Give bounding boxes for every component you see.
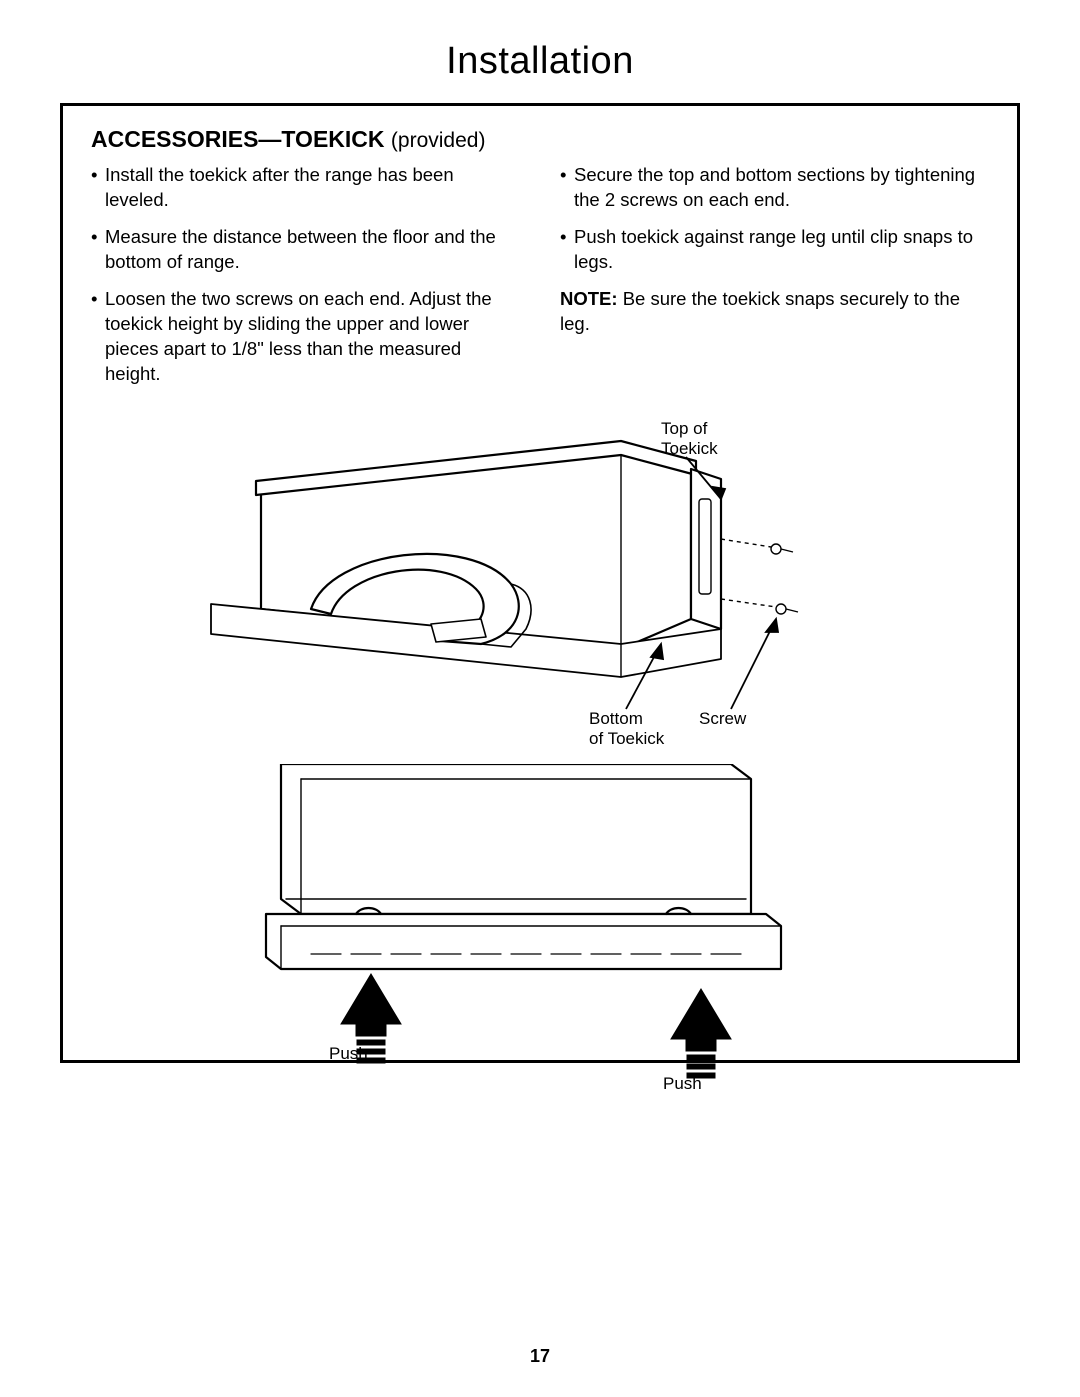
diagram-area: Top of Toekick Bottom of Toekick Screw (91, 409, 989, 1099)
content-box: ACCESSORIES—TOEKICK (provided) Install t… (60, 103, 1020, 1063)
bullet-item: Measure the distance between the floor a… (91, 225, 520, 275)
label-bottom-toekick: Bottom of Toekick (589, 709, 664, 750)
section-heading: ACCESSORIES—TOEKICK (provided) (91, 126, 989, 153)
note-line: NOTE: Be sure the toekick snaps securely… (560, 287, 989, 337)
heading-bold: ACCESSORIES—TOEKICK (91, 126, 385, 152)
right-column: Secure the top and bottom sections by ti… (560, 163, 989, 399)
note-label: NOTE: (560, 288, 618, 309)
bullet-item: Loosen the two screws on each end. Adjus… (91, 287, 520, 387)
bullet-item: Secure the top and bottom sections by ti… (560, 163, 989, 213)
page-title: Installation (60, 40, 1020, 83)
heading-light: (provided) (391, 129, 486, 152)
note-text: Be sure the toekick snaps securely to th… (560, 288, 960, 334)
page-number: 17 (0, 1346, 1080, 1367)
label-push-right: Push (663, 1074, 702, 1094)
label-top-toekick: Top of Toekick (661, 419, 718, 460)
instruction-columns: Install the toekick after the range has … (91, 163, 989, 399)
right-bullets: Secure the top and bottom sections by ti… (560, 163, 989, 275)
left-column: Install the toekick after the range has … (91, 163, 520, 399)
bullet-item: Install the toekick after the range has … (91, 163, 520, 213)
label-screw: Screw (699, 709, 746, 729)
left-bullets: Install the toekick after the range has … (91, 163, 520, 387)
label-push-left: Push (329, 1044, 368, 1064)
bullet-item: Push toekick against range leg until cli… (560, 225, 989, 275)
toekick-push-diagram (211, 764, 851, 1094)
toekick-assembly-diagram (181, 409, 881, 749)
